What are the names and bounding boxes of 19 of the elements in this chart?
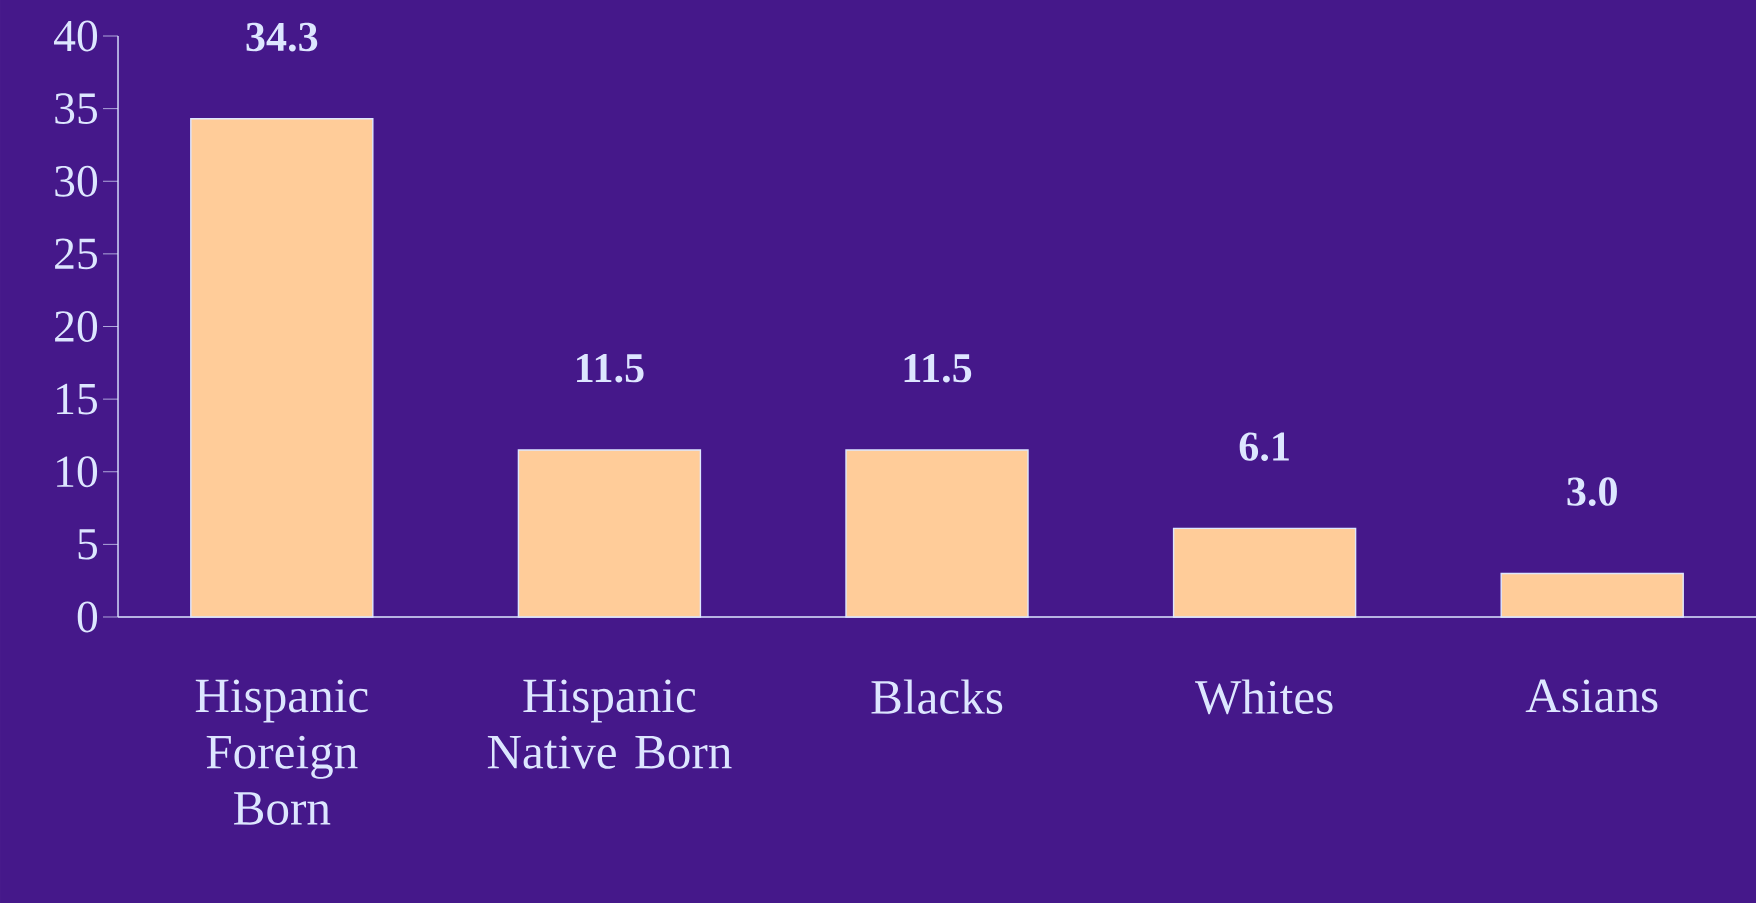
y-tick-label: 15 bbox=[57, 383, 98, 415]
y-tick-label: 20 bbox=[55, 311, 98, 342]
data-label: 3.0 bbox=[1567, 477, 1617, 507]
data-label: 34.3 bbox=[246, 22, 318, 52]
x-tick-label: Blacks bbox=[871, 679, 1003, 715]
x-tick-label: Whites bbox=[1194, 679, 1333, 715]
data-label: 6.1 bbox=[1239, 432, 1289, 461]
y-tick-label: 5 bbox=[78, 529, 98, 560]
x-tick-label: Hispanic Native Born bbox=[487, 679, 732, 769]
y-tick-label: 30 bbox=[55, 165, 98, 197]
data-label: 11.5 bbox=[577, 354, 644, 383]
y-tick-label: 40 bbox=[53, 20, 98, 52]
y-tick-label: 0 bbox=[77, 601, 98, 633]
x-tick-label: Asians bbox=[1525, 679, 1658, 713]
y-tick-label: 10 bbox=[57, 456, 98, 488]
y-tick-label: 25 bbox=[55, 238, 98, 270]
y-tick-label: 35 bbox=[55, 93, 98, 124]
data-label: 11.5 bbox=[904, 354, 972, 383]
x-tick-label: Hispanic Foreign Born bbox=[195, 679, 368, 825]
